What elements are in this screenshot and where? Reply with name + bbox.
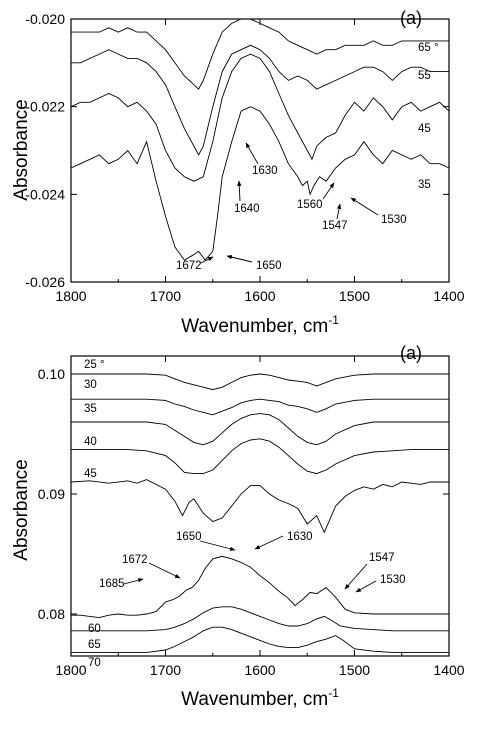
annotation-arrow (336, 203, 342, 220)
annotation-arrow (350, 197, 379, 216)
annotation-arrow (237, 180, 242, 202)
peak-annotation: 1530 (380, 574, 406, 586)
y-tick-label: 0.08 (38, 606, 65, 622)
x-tick-label: 1400 (433, 662, 464, 678)
series-line (71, 398, 449, 416)
peak-annotation: 1547 (369, 552, 395, 564)
series-line (70, 479, 449, 534)
panel-label: (a) (400, 8, 422, 28)
peak-annotation: 1672 (176, 260, 202, 272)
annotation-arrow (148, 562, 181, 579)
x-axis-title: Wavenumber, cm-1 (181, 686, 339, 710)
series-line (71, 373, 449, 391)
series-label: 60 (88, 623, 101, 635)
annotation-arrow (123, 578, 144, 585)
series-line (71, 413, 449, 446)
peak-annotation: 1560 (297, 199, 323, 211)
annotation-arrow (355, 580, 377, 593)
series-line (71, 44, 449, 156)
x-axis-title-main: Wavenumber, cm (181, 689, 328, 710)
series-label: 65 ° (418, 42, 439, 54)
x-tick-label: 1500 (339, 662, 370, 678)
peak-annotation: 1672 (122, 554, 148, 566)
peak-annotation: 1530 (381, 214, 407, 226)
series-line (71, 438, 449, 475)
y-tick-label: -0.026 (25, 274, 65, 290)
peak-annotation: 1547 (322, 220, 348, 232)
chart-panel-1: 1800 1700 1600 1500 1400 -0.020 -0.022 -0.024 -0… (11, 8, 465, 337)
annotation-arrow (254, 535, 284, 550)
series-line (71, 18, 449, 90)
peak-annotation: 1630 (252, 165, 278, 177)
x-axis-title-main: Wavenumber, cm (181, 316, 328, 337)
peak-annotation: 1650 (256, 260, 282, 272)
series-label: 55 (418, 70, 431, 82)
x-tick-label: 1600 (244, 288, 275, 304)
panel-label: (a) (400, 343, 422, 363)
series-label: 35 (418, 179, 431, 191)
plot-frame (70, 355, 450, 657)
y-tick-label: -0.022 (25, 99, 65, 115)
y-axis-title: Absorbance (11, 459, 32, 560)
annotation-arrow (245, 142, 259, 165)
series-label: 45 (418, 123, 431, 135)
peak-annotation: 1685 (99, 578, 125, 590)
chart-panel-2: 1800 1700 1600 1500 1400 0.10 0.09 0.08 25 ° 30 35… (11, 343, 465, 710)
series-label: 65 (88, 639, 101, 651)
series-line (70, 106, 450, 261)
x-tick-label: 1400 (433, 288, 464, 304)
x-tick-label: 1600 (244, 662, 275, 678)
x-tick-label: 1800 (55, 662, 86, 678)
x-tick-label: 1500 (339, 288, 370, 304)
y-tick-label: -0.024 (25, 186, 65, 202)
series-label: 35 (84, 403, 97, 415)
x-tick-label: 1800 (55, 288, 86, 304)
series-line (71, 606, 449, 632)
y-tick-label: 0.10 (38, 366, 65, 382)
annotation-arrow (199, 540, 236, 551)
x-tick-label: 1700 (150, 662, 181, 678)
series-label: 25 ° (84, 359, 105, 371)
y-axis-title: Absorbance (11, 99, 32, 200)
y-tick-label: -0.020 (25, 11, 65, 27)
annotation-arrow (322, 182, 335, 200)
x-axis-title-sup: -1 (328, 313, 339, 327)
peak-annotation: 1650 (176, 531, 202, 543)
series-label: 70 (88, 657, 101, 669)
series-line (71, 626, 449, 653)
peak-annotation: 1640 (234, 203, 260, 215)
series-label: 30 (84, 379, 97, 391)
peak-annotation: 1630 (287, 531, 313, 543)
series-label: 45 (84, 468, 97, 480)
annotation-arrow (344, 563, 368, 590)
x-axis-title-sup: -1 (328, 686, 339, 700)
series-line (70, 53, 450, 182)
y-tick-label: 0.09 (38, 486, 65, 502)
annotation-arrow (200, 256, 214, 264)
series-label: 40 (84, 436, 97, 448)
x-axis-title: Wavenumber, cm-1 (181, 313, 339, 337)
series-line (71, 555, 449, 619)
annotation-arrow (226, 255, 253, 263)
x-tick-label: 1700 (150, 288, 181, 304)
